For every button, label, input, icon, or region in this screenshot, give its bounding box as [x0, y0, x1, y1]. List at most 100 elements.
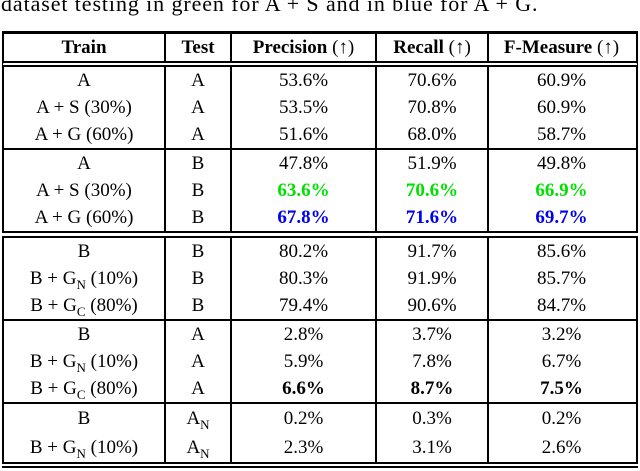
cell-fmeasure-value: 60.9%	[487, 67, 634, 94]
train-subscript: C	[76, 386, 86, 402]
train-label: B + G	[30, 295, 77, 316]
results-table: Train Test Precision (↑) Recall (↑) F-Me…	[2, 31, 638, 468]
cell-fmeasure-value: 85.7%	[487, 265, 634, 292]
train-label-tail: (10%)	[85, 351, 139, 372]
cell-recall-value: 68.0%	[375, 121, 487, 148]
table-group-train-b-test-a: B A 2.8% 3.7% 3.2% B + GN (10%) A 5.9% 7…	[2, 321, 638, 404]
cell-test: A	[164, 321, 230, 348]
cell-precision-value: 2.3%	[230, 433, 375, 462]
test-subscript: N	[200, 416, 210, 432]
table-row: B + GN (10%) AN 2.3% 3.1% 2.6%	[2, 433, 638, 462]
cell-test: A	[164, 67, 230, 94]
cell-recall-value: 3.7%	[375, 321, 487, 348]
table-row: B + GC (80%) B 79.4% 90.6% 84.7%	[2, 292, 638, 319]
train-label-tail: (80%)	[85, 378, 138, 399]
cell-test: A	[164, 375, 230, 402]
test-label: A	[186, 437, 201, 458]
cell-test: B	[164, 265, 230, 292]
test-label: A	[191, 378, 205, 399]
cell-precision-value: 67.8%	[230, 204, 375, 231]
cell-fmeasure-value: 85.6%	[487, 238, 634, 265]
cell-train: B	[4, 238, 164, 265]
cell-fmeasure-value: 3.2%	[487, 321, 634, 348]
cell-test: B	[164, 292, 230, 319]
table-row: B A 2.8% 3.7% 3.2%	[2, 321, 638, 348]
table-row: A + S (30%) B 63.6% 70.6% 66.9%	[2, 177, 638, 204]
cell-fmeasure-value: 2.6%	[487, 433, 634, 462]
cell-train: A + G (60%)	[4, 204, 164, 231]
train-label: A + S (30%)	[36, 97, 132, 118]
test-label: A	[191, 97, 205, 118]
table-row: B + GN (10%) B 80.3% 91.9% 85.7%	[2, 265, 638, 292]
test-label: A	[186, 408, 201, 429]
cell-fmeasure-value: 7.5%	[487, 375, 634, 402]
cell-recall-value: 91.7%	[375, 238, 487, 265]
cell-recall-value: 90.6%	[375, 292, 487, 319]
train-label: B	[77, 408, 91, 429]
cell-fmeasure-value: 69.7%	[487, 204, 634, 231]
table-row: B B 80.2% 91.7% 85.6%	[2, 238, 638, 265]
cell-fmeasure-value: 66.9%	[487, 177, 634, 204]
cell-test: A	[164, 121, 230, 148]
cell-recall-value: 70.6%	[375, 67, 487, 94]
cell-fmeasure-value: 6.7%	[487, 348, 634, 375]
cell-precision-value: 53.5%	[230, 94, 375, 121]
cell-test: A	[164, 348, 230, 375]
cell-precision-value: 5.9%	[230, 348, 375, 375]
test-label: A	[191, 124, 205, 145]
up-arrow-icon: (↑)	[327, 37, 355, 58]
table-row: A A 53.6% 70.6% 60.9%	[2, 67, 638, 94]
header-label: Train	[61, 37, 107, 58]
table-row: B AN 0.2% 0.3% 0.2%	[2, 404, 638, 433]
cell-recall-value: 71.6%	[375, 204, 487, 231]
cell-precision-value: 2.8%	[230, 321, 375, 348]
caption-text: dataset testing in green for A + S and i…	[1, 0, 539, 16]
test-label: B	[191, 268, 205, 289]
cell-recall-value: 91.9%	[375, 265, 487, 292]
column-header-test: Test	[164, 34, 230, 61]
cell-recall-value: 70.6%	[375, 177, 487, 204]
cell-train: B + GN (10%)	[4, 265, 164, 292]
cell-precision-value: 0.2%	[230, 404, 375, 433]
table-group-train-a-test-a: A A 53.6% 70.6% 60.9% A + S (30%) A 53.5…	[2, 67, 638, 150]
table-row: A + G (60%) A 51.6% 68.0% 58.7%	[2, 121, 638, 148]
cell-precision-value: 80.3%	[230, 265, 375, 292]
up-arrow-icon: (↑)	[443, 37, 471, 58]
test-label: B	[191, 241, 205, 262]
cell-precision-value: 6.6%	[230, 375, 375, 402]
header-label: Test	[181, 37, 215, 58]
train-label: B + G	[29, 351, 77, 372]
test-subscript: N	[200, 445, 210, 461]
table-row: B + GC (80%) A 6.6% 8.7% 7.5%	[2, 375, 638, 402]
train-label: B + G	[29, 437, 77, 458]
cell-test: AN	[164, 404, 230, 433]
column-header-recall: Recall (↑)	[375, 34, 487, 61]
train-subscript: N	[76, 359, 86, 375]
up-arrow-icon: (↑)	[592, 37, 620, 58]
column-header-fmeasure: F-Measure (↑)	[487, 34, 634, 61]
cell-test: B	[164, 150, 230, 177]
cell-test: B	[164, 204, 230, 231]
caption: dataset testing in green for A + S and i…	[0, 0, 640, 16]
cell-train: B	[4, 404, 164, 433]
table-row: A + G (60%) B 67.8% 71.6% 69.7%	[2, 204, 638, 231]
cell-train: B + GN (10%)	[4, 348, 164, 375]
cell-precision-value: 47.8%	[230, 150, 375, 177]
test-label: A	[191, 70, 205, 91]
test-label: B	[191, 295, 205, 316]
cell-fmeasure-value: 49.8%	[487, 150, 634, 177]
test-label: A	[191, 351, 205, 372]
train-subscript: N	[76, 276, 86, 292]
table-header-row: Train Test Precision (↑) Recall (↑) F-Me…	[2, 34, 638, 67]
cell-test: B	[164, 177, 230, 204]
cell-train: A + G (60%)	[4, 121, 164, 148]
table-row: B + GN (10%) A 5.9% 7.8% 6.7%	[2, 348, 638, 375]
test-label: B	[191, 153, 205, 174]
train-label: A	[77, 153, 91, 174]
cell-fmeasure-value: 58.7%	[487, 121, 634, 148]
cell-recall-value: 3.1%	[375, 433, 487, 462]
train-subscript: N	[76, 445, 86, 461]
table-group-train-b-test-b: B B 80.2% 91.7% 85.6% B + GN (10%) B 80.…	[2, 238, 638, 321]
cell-recall-value: 70.8%	[375, 94, 487, 121]
train-label: A + S (30%)	[36, 180, 132, 201]
